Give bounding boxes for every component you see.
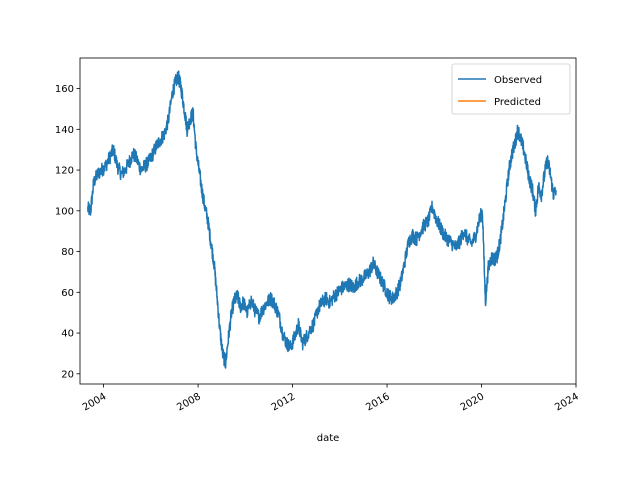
series-line-observed — [87, 70, 557, 369]
x-axis: 2004 2008 2012 2016 2020 2024 — [81, 384, 581, 414]
y-tick-label: 80 — [61, 247, 74, 258]
legend-label-predicted: Predicted — [494, 97, 541, 108]
y-tick-label: 160 — [55, 84, 74, 95]
series-group — [87, 70, 557, 369]
y-tick-label: 60 — [61, 288, 74, 299]
x-tick-label: 2016 — [364, 391, 392, 413]
y-tick-label: 140 — [55, 125, 74, 136]
y-tick-label: 100 — [55, 206, 74, 217]
legend: Observed Predicted — [451, 63, 571, 115]
x-tick-label: 2020 — [459, 391, 487, 413]
x-tick-label: 2008 — [175, 391, 203, 413]
plot-frame — [79, 57, 577, 385]
y-tick-label: 120 — [55, 166, 74, 177]
x-tick-label: 2004 — [81, 391, 109, 413]
legend-label-observed: Observed — [494, 75, 542, 86]
x-axis-label: date — [317, 433, 340, 444]
x-tick-label: 2012 — [270, 391, 298, 413]
y-tick-label: 40 — [61, 329, 74, 340]
y-axis: 20 40 60 80 100 120 140 160 — [55, 84, 80, 380]
x-tick-label: 2024 — [553, 391, 581, 413]
y-tick-label: 20 — [61, 369, 74, 380]
